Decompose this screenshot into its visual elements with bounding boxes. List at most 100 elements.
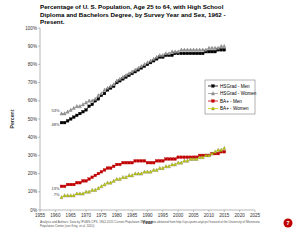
point xyxy=(134,68,137,71)
annotation: 53% xyxy=(51,108,59,113)
point xyxy=(223,48,226,51)
legend-label: BA+ - Women xyxy=(220,106,249,111)
point xyxy=(165,158,168,161)
point xyxy=(97,172,100,175)
y-tick xyxy=(38,137,40,138)
point xyxy=(143,160,146,163)
y-tick-label: 70% xyxy=(28,80,37,85)
point xyxy=(88,105,91,108)
point xyxy=(152,161,155,164)
point xyxy=(94,97,97,100)
point xyxy=(109,84,112,87)
legend-box xyxy=(205,80,255,114)
point xyxy=(168,52,171,55)
point xyxy=(100,185,103,188)
point xyxy=(152,168,155,171)
point xyxy=(168,158,171,161)
point xyxy=(97,94,100,97)
point xyxy=(211,50,214,53)
point xyxy=(76,181,79,184)
point xyxy=(201,48,204,51)
point xyxy=(128,72,131,75)
legend-line xyxy=(208,101,218,102)
point xyxy=(214,150,217,153)
point xyxy=(220,48,223,51)
x-tick xyxy=(116,210,117,212)
x-tick xyxy=(70,210,71,212)
point xyxy=(207,46,210,49)
point xyxy=(91,103,94,106)
legend-marker xyxy=(212,107,215,110)
point xyxy=(186,156,189,159)
chart: Percentage of U. S. Population, Age 25 t… xyxy=(0,0,300,231)
point xyxy=(72,183,75,186)
point xyxy=(220,44,223,47)
point xyxy=(63,112,66,115)
point xyxy=(192,52,195,55)
point xyxy=(94,188,97,191)
point xyxy=(189,157,192,160)
point xyxy=(217,148,220,151)
point xyxy=(76,114,79,117)
point xyxy=(60,195,63,198)
annotation: 48% xyxy=(51,122,59,127)
point xyxy=(134,172,137,175)
page-badge xyxy=(284,219,293,228)
point xyxy=(72,116,75,119)
point xyxy=(128,161,131,164)
point xyxy=(140,160,143,163)
point xyxy=(149,170,152,173)
point xyxy=(183,48,186,51)
point xyxy=(214,46,217,49)
point xyxy=(106,86,109,89)
point xyxy=(63,185,66,188)
y-tick-label: 0% xyxy=(30,208,37,213)
point xyxy=(192,157,195,160)
legend-line xyxy=(208,86,218,87)
plot-area xyxy=(60,44,226,198)
point xyxy=(72,194,75,197)
point xyxy=(88,178,91,181)
point xyxy=(214,50,217,53)
x-tick xyxy=(40,210,41,212)
x-tick xyxy=(147,210,148,212)
point xyxy=(106,181,109,184)
legend-marker xyxy=(212,92,215,95)
point xyxy=(143,63,146,66)
point xyxy=(118,177,121,180)
point xyxy=(75,192,78,195)
x-tick xyxy=(178,210,179,212)
y-tick-label: 20% xyxy=(28,171,37,176)
point xyxy=(125,74,128,77)
point xyxy=(137,172,140,175)
annotation: 13% xyxy=(51,186,59,191)
point xyxy=(208,50,211,53)
point xyxy=(112,83,115,86)
point xyxy=(72,106,75,109)
y-tick xyxy=(38,119,40,120)
point xyxy=(223,44,226,47)
point xyxy=(140,64,143,67)
point xyxy=(103,183,106,186)
x-tick xyxy=(86,210,87,212)
y-tick-label: 90% xyxy=(28,44,37,49)
point xyxy=(155,55,158,58)
y-tick xyxy=(38,64,40,65)
point xyxy=(205,154,208,157)
point xyxy=(115,79,118,82)
point xyxy=(109,181,112,184)
x-tick xyxy=(193,210,194,212)
point xyxy=(162,160,165,163)
legend-label: HSGrad - Women xyxy=(220,91,257,96)
point xyxy=(112,179,115,182)
x-tick-label: 1955 xyxy=(35,213,46,218)
x-tick xyxy=(132,210,133,212)
point xyxy=(189,52,192,55)
point xyxy=(85,101,88,104)
point xyxy=(168,165,171,168)
point xyxy=(121,175,124,178)
point xyxy=(122,161,125,164)
x-tick xyxy=(55,210,56,212)
x-tick xyxy=(239,210,240,212)
point xyxy=(223,150,226,153)
